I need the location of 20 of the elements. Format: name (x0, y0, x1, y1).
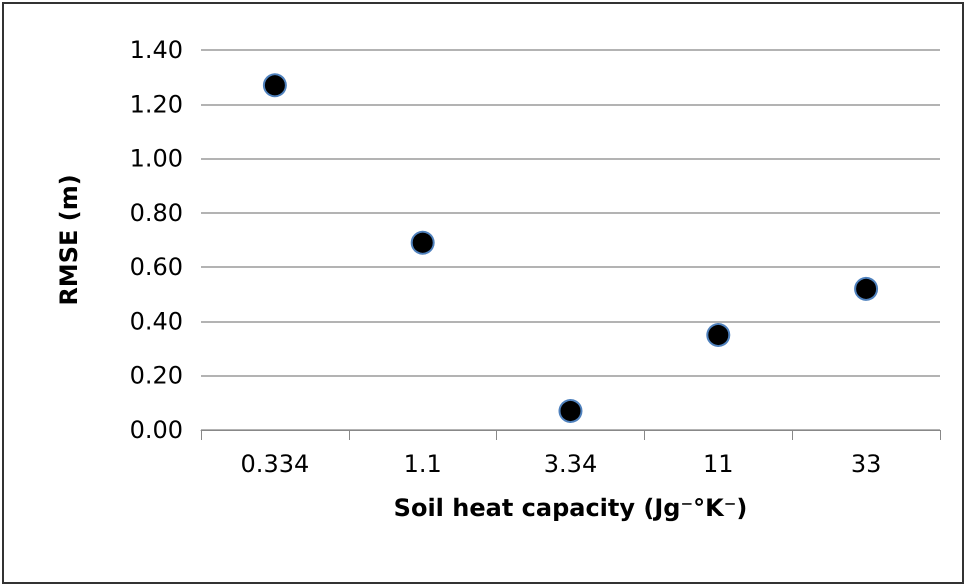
point (854, 276, 878, 301)
y-tick-label: 0.40 (130, 307, 183, 336)
y-tick-label: 1.00 (130, 144, 183, 173)
point (410, 230, 435, 255)
x-tick-label: 11 (703, 450, 734, 478)
x-tick-label: 3.34 (544, 450, 598, 478)
x-tick-label: 1.1 (404, 450, 442, 478)
y-tick-label: 1.40 (130, 36, 183, 64)
x-tick-label: 0.334 (240, 450, 310, 478)
point (558, 399, 582, 423)
y-tick-label: 0.00 (130, 416, 183, 444)
y-tick-label: 0.60 (130, 253, 183, 282)
point (706, 323, 730, 347)
x-tick-label: 33 (850, 450, 882, 478)
y-tick-label: 0.80 (130, 198, 183, 227)
y-axis-title: RMSE (m) (55, 174, 83, 306)
y-tick-label: 1.20 (130, 90, 183, 118)
x-axis-title: Soil heat capacity (Jg⁻°K⁻) (394, 494, 748, 522)
y-tick-label: 0.20 (130, 362, 183, 390)
point (262, 73, 287, 98)
